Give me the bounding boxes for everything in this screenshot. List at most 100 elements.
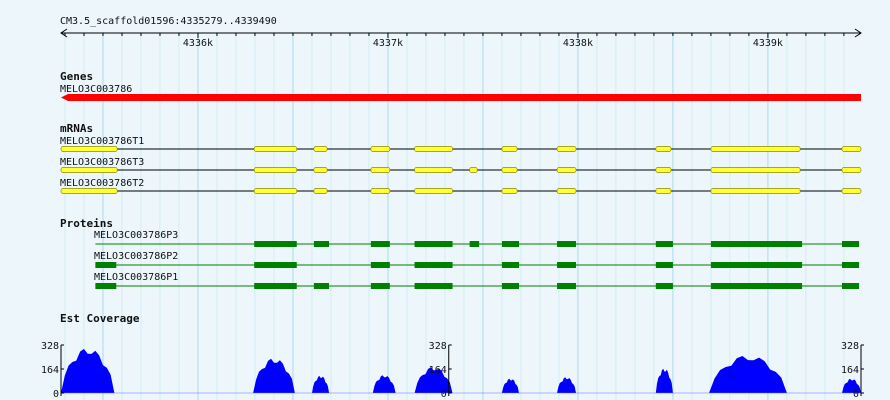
protein-cds-block[interactable] xyxy=(414,283,453,289)
protein-cds-block[interactable] xyxy=(313,283,330,289)
mrna-exon[interactable] xyxy=(60,146,118,152)
mrna-exon[interactable] xyxy=(370,146,391,152)
mrna-exon[interactable] xyxy=(556,146,577,152)
mrna-exon[interactable] xyxy=(60,167,118,173)
coordinate-ruler[interactable]: 4336k 4337k 4338k 4339k xyxy=(60,28,862,49)
protein-cds-block[interactable] xyxy=(501,241,520,247)
protein-cds-block[interactable] xyxy=(370,262,390,268)
coverage-peak[interactable] xyxy=(311,375,330,393)
protein-cds-block[interactable] xyxy=(842,262,860,268)
protein-cds-block[interactable] xyxy=(469,241,480,247)
proteins-track-title: Proteins xyxy=(60,217,113,230)
coverage-peak[interactable] xyxy=(501,378,520,393)
mrna-exon[interactable] xyxy=(710,167,801,173)
coverage-peak[interactable] xyxy=(655,368,673,393)
protein-label[interactable]: MELO3C003786P1 xyxy=(94,272,178,283)
est-coverage-track[interactable]: 328 164 0 328 164 0 328 164 0 xyxy=(41,341,864,400)
protein-cds-block[interactable] xyxy=(655,241,673,247)
protein-cds-block[interactable] xyxy=(710,283,803,289)
ruler-tick-label: 4338k xyxy=(563,38,593,49)
location-label: CM3.5_scaffold01596:4335279..4339490 xyxy=(60,16,277,27)
protein-cds-block[interactable] xyxy=(414,241,453,247)
coverage-scale-label: 0 xyxy=(53,389,59,400)
coverage-peak[interactable] xyxy=(842,378,861,393)
protein-cds-block[interactable] xyxy=(95,283,117,289)
protein-cds-block[interactable] xyxy=(655,283,673,289)
mrna-exon[interactable] xyxy=(313,146,328,152)
coverage-peak[interactable] xyxy=(414,367,453,393)
coverage-peak[interactable] xyxy=(253,358,295,393)
protein-cds-block[interactable] xyxy=(842,283,860,289)
mrna-label[interactable]: MELO3C003786T3 xyxy=(60,157,144,168)
protein-cds-block[interactable] xyxy=(501,262,520,268)
coverage-peak[interactable] xyxy=(709,356,787,393)
coverage-scale-label: 164 xyxy=(41,365,59,376)
mrna-exon[interactable] xyxy=(841,188,862,194)
mrna-exon[interactable] xyxy=(370,167,391,173)
protein-cds-block[interactable] xyxy=(710,262,803,268)
gene-feature[interactable] xyxy=(61,94,861,101)
mrna-exon[interactable] xyxy=(710,146,801,152)
mrna-exon[interactable] xyxy=(556,188,577,194)
mrna-exon[interactable] xyxy=(414,146,453,152)
mrna-exon[interactable] xyxy=(655,167,672,173)
protein-cds-block[interactable] xyxy=(370,241,390,247)
protein-cds-block[interactable] xyxy=(842,241,860,247)
protein-cds-block[interactable] xyxy=(313,241,330,247)
coverage-scale-label: 328 xyxy=(429,341,447,352)
protein-cds-block[interactable] xyxy=(710,241,803,247)
protein-cds-block[interactable] xyxy=(254,283,297,289)
mrna-exon[interactable] xyxy=(655,146,672,152)
mrna-label[interactable]: MELO3C003786T2 xyxy=(60,178,144,189)
protein-label[interactable]: MELO3C003786P2 xyxy=(94,251,178,262)
protein-cds-block[interactable] xyxy=(370,283,390,289)
mrna-exon[interactable] xyxy=(60,188,118,194)
mrnas-track[interactable]: MELO3C003786T1 MELO3C003786T3 MELO3C003786… xyxy=(60,136,862,194)
gene-label[interactable]: MELO3C003786 xyxy=(60,84,132,95)
protein-cds-block[interactable] xyxy=(655,262,673,268)
protein-cds-block[interactable] xyxy=(95,262,117,268)
mrna-exon[interactable] xyxy=(556,167,577,173)
coverage-peak[interactable] xyxy=(61,348,115,393)
coverage-track-title: Est Coverage xyxy=(60,312,140,325)
mrna-exon[interactable] xyxy=(841,167,862,173)
genes-track[interactable]: MELO3C003786 xyxy=(60,84,861,101)
mrna-exon[interactable] xyxy=(313,167,328,173)
mrna-exon[interactable] xyxy=(253,167,298,173)
mrna-exon[interactable] xyxy=(655,188,672,194)
mrna-label[interactable]: MELO3C003786T1 xyxy=(60,136,144,147)
protein-label[interactable]: MELO3C003786P3 xyxy=(94,230,178,241)
coverage-peak[interactable] xyxy=(372,375,396,393)
protein-cds-block[interactable] xyxy=(557,241,577,247)
mrna-exon[interactable] xyxy=(841,146,862,152)
proteins-track[interactable]: MELO3C003786P3 MELO3C003786P2 MELO3C003786… xyxy=(94,230,860,289)
mrna-exon[interactable] xyxy=(414,188,453,194)
mrna-exon[interactable] xyxy=(370,188,391,194)
coverage-scale-label: 164 xyxy=(429,365,447,376)
coverage-peak[interactable] xyxy=(557,377,577,393)
mrna-exon[interactable] xyxy=(253,146,298,152)
mrna-exon[interactable] xyxy=(501,146,518,152)
mrna-exon[interactable] xyxy=(710,188,801,194)
ruler-tick-label: 4336k xyxy=(183,38,213,49)
mrna-exon[interactable] xyxy=(414,167,453,173)
mrnas-track-title: mRNAs xyxy=(60,122,93,135)
coverage-scale-label: 164 xyxy=(841,365,859,376)
protein-cds-block[interactable] xyxy=(557,283,577,289)
mrna-exon[interactable] xyxy=(313,188,328,194)
protein-cds-block[interactable] xyxy=(414,262,453,268)
protein-cds-block[interactable] xyxy=(501,283,520,289)
ruler-right-arrow[interactable] xyxy=(854,28,862,38)
protein-cds-block[interactable] xyxy=(254,262,297,268)
mrna-exon[interactable] xyxy=(253,188,298,194)
protein-cds-block[interactable] xyxy=(557,262,577,268)
mrna-exon[interactable] xyxy=(501,188,518,194)
ruler-tick-label: 4339k xyxy=(753,38,783,49)
grid-lines xyxy=(64,32,845,400)
protein-cds-block[interactable] xyxy=(254,241,297,247)
coverage-scale-label: 0 xyxy=(441,389,447,400)
mrna-exon[interactable] xyxy=(469,167,478,173)
mrna-exon[interactable] xyxy=(501,167,518,173)
